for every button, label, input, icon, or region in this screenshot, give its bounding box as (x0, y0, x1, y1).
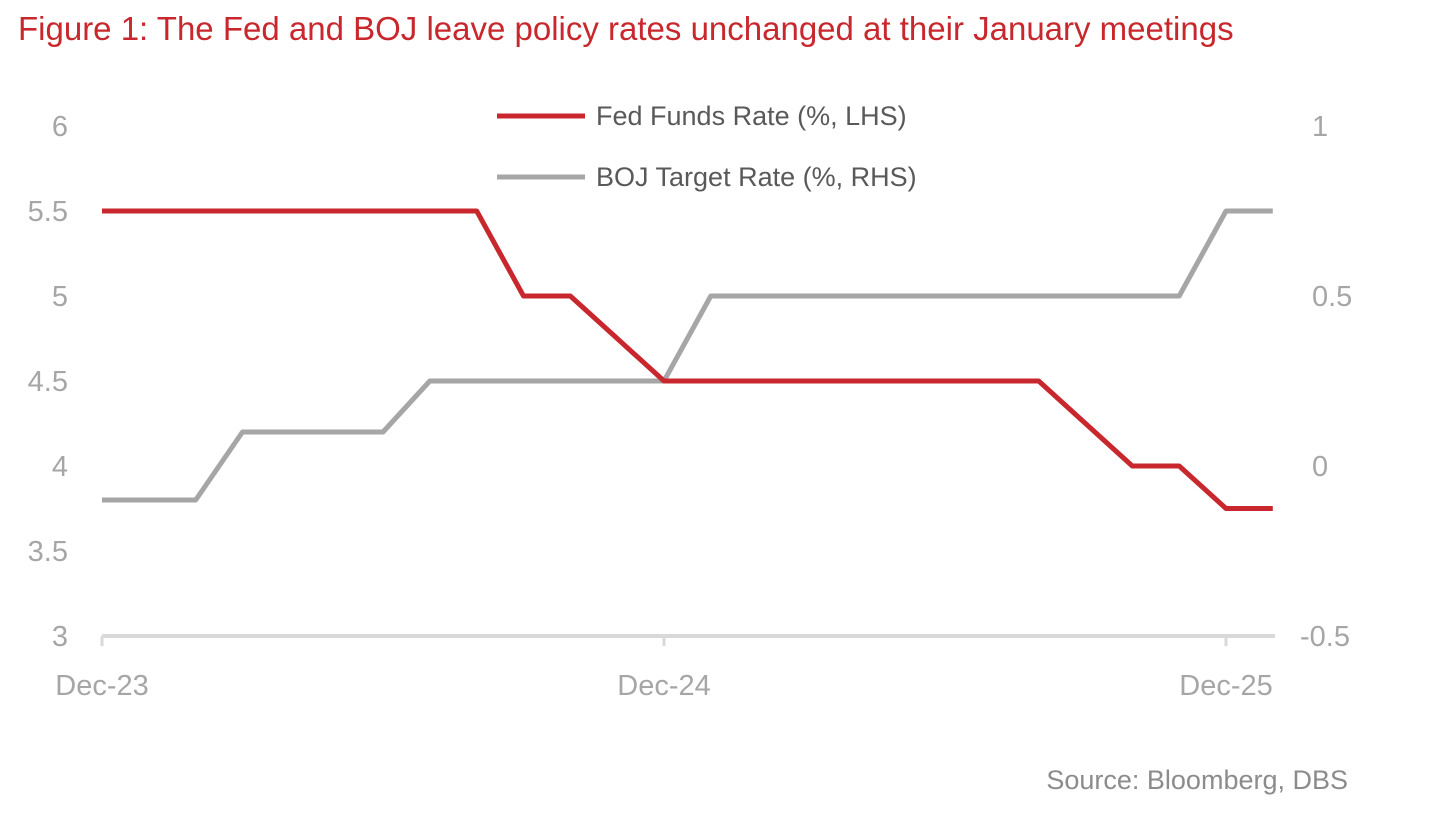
x-tick-label: Dec-24 (617, 670, 711, 702)
left-tick-label: 4.5 (28, 366, 68, 398)
left-tick-label: 3 (52, 621, 68, 653)
boj-target-line (102, 208, 1273, 503)
source-note: Source: Bloomberg, DBS (1046, 765, 1348, 795)
legend: Fed Funds Rate (%, LHS) BOJ Target Rate … (497, 101, 917, 192)
left-tick-label: 6 (52, 111, 68, 143)
series-lines (102, 208, 1273, 511)
right-tick-label: -0.5 (1300, 621, 1350, 653)
x-tick-label: Dec-23 (55, 670, 149, 702)
left-tick-label: 5 (52, 281, 68, 313)
right-tick-label: 0.5 (1312, 281, 1352, 313)
chart-title: Figure 1: The Fed and BOJ leave policy r… (18, 10, 1234, 47)
right-axis-ticks: -0.5 0 0.5 1 (1300, 111, 1352, 653)
left-axis-ticks: 3 3.5 4 4.5 5 5.5 6 (28, 111, 68, 653)
right-tick-label: 0 (1312, 451, 1328, 483)
x-axis-ticks: Dec-23 Dec-24 Dec-25 (55, 636, 1273, 702)
left-tick-label: 3.5 (28, 536, 68, 568)
legend-label-boj: BOJ Target Rate (%, RHS) (596, 162, 917, 192)
left-tick-label: 4 (52, 451, 68, 483)
left-tick-label: 5.5 (28, 196, 68, 228)
x-tick-label: Dec-25 (1179, 670, 1273, 702)
legend-label-fed: Fed Funds Rate (%, LHS) (596, 101, 907, 131)
fed-funds-line (102, 208, 1273, 511)
right-tick-label: 1 (1312, 111, 1328, 143)
